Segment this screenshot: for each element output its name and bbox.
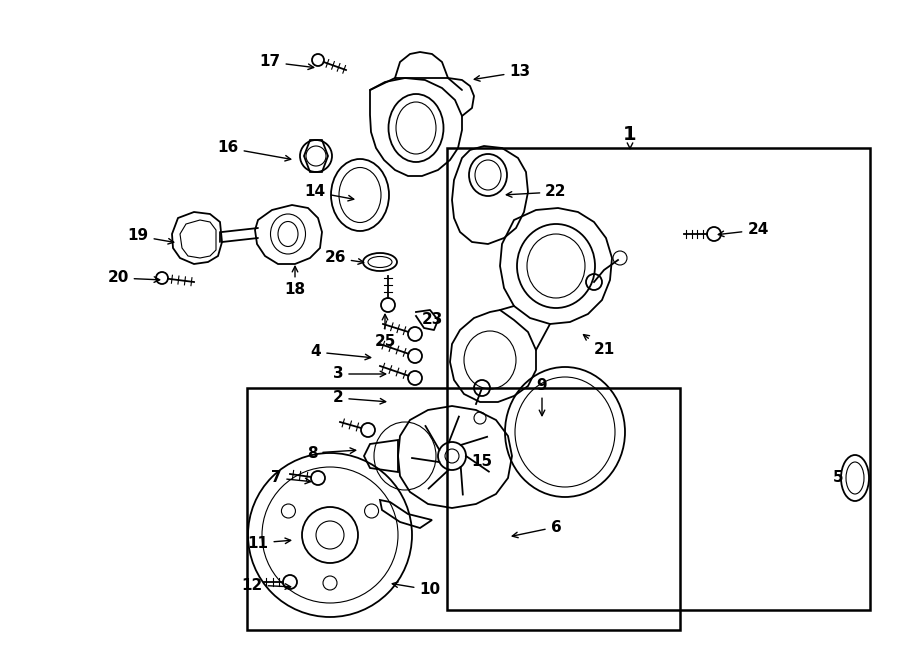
Text: 10: 10 [392, 582, 441, 598]
Text: 24: 24 [718, 223, 769, 237]
Text: 2: 2 [333, 391, 386, 405]
Text: 23: 23 [421, 313, 443, 327]
Text: 9: 9 [536, 377, 547, 416]
Text: 1: 1 [623, 126, 637, 149]
Text: 26: 26 [324, 251, 364, 266]
Text: 22: 22 [507, 184, 567, 200]
Text: 8: 8 [307, 446, 356, 461]
Text: 21: 21 [583, 334, 615, 358]
Text: 6: 6 [512, 520, 562, 537]
Text: 18: 18 [284, 266, 306, 297]
Text: 7: 7 [271, 471, 310, 485]
Text: 12: 12 [241, 578, 291, 592]
Text: 17: 17 [259, 54, 314, 69]
Text: 4: 4 [310, 344, 371, 360]
Bar [247, 388, 680, 630]
Text: 13: 13 [474, 65, 531, 81]
Text: 16: 16 [218, 141, 291, 161]
Text: 15: 15 [472, 455, 492, 469]
Text: 20: 20 [107, 270, 159, 286]
Bar [447, 148, 870, 610]
Text: 25: 25 [374, 315, 396, 350]
Text: 14: 14 [304, 184, 354, 201]
Text: 3: 3 [333, 366, 386, 381]
Text: 11: 11 [248, 535, 291, 551]
Text: 5: 5 [832, 471, 843, 485]
Text: 19: 19 [128, 229, 174, 244]
